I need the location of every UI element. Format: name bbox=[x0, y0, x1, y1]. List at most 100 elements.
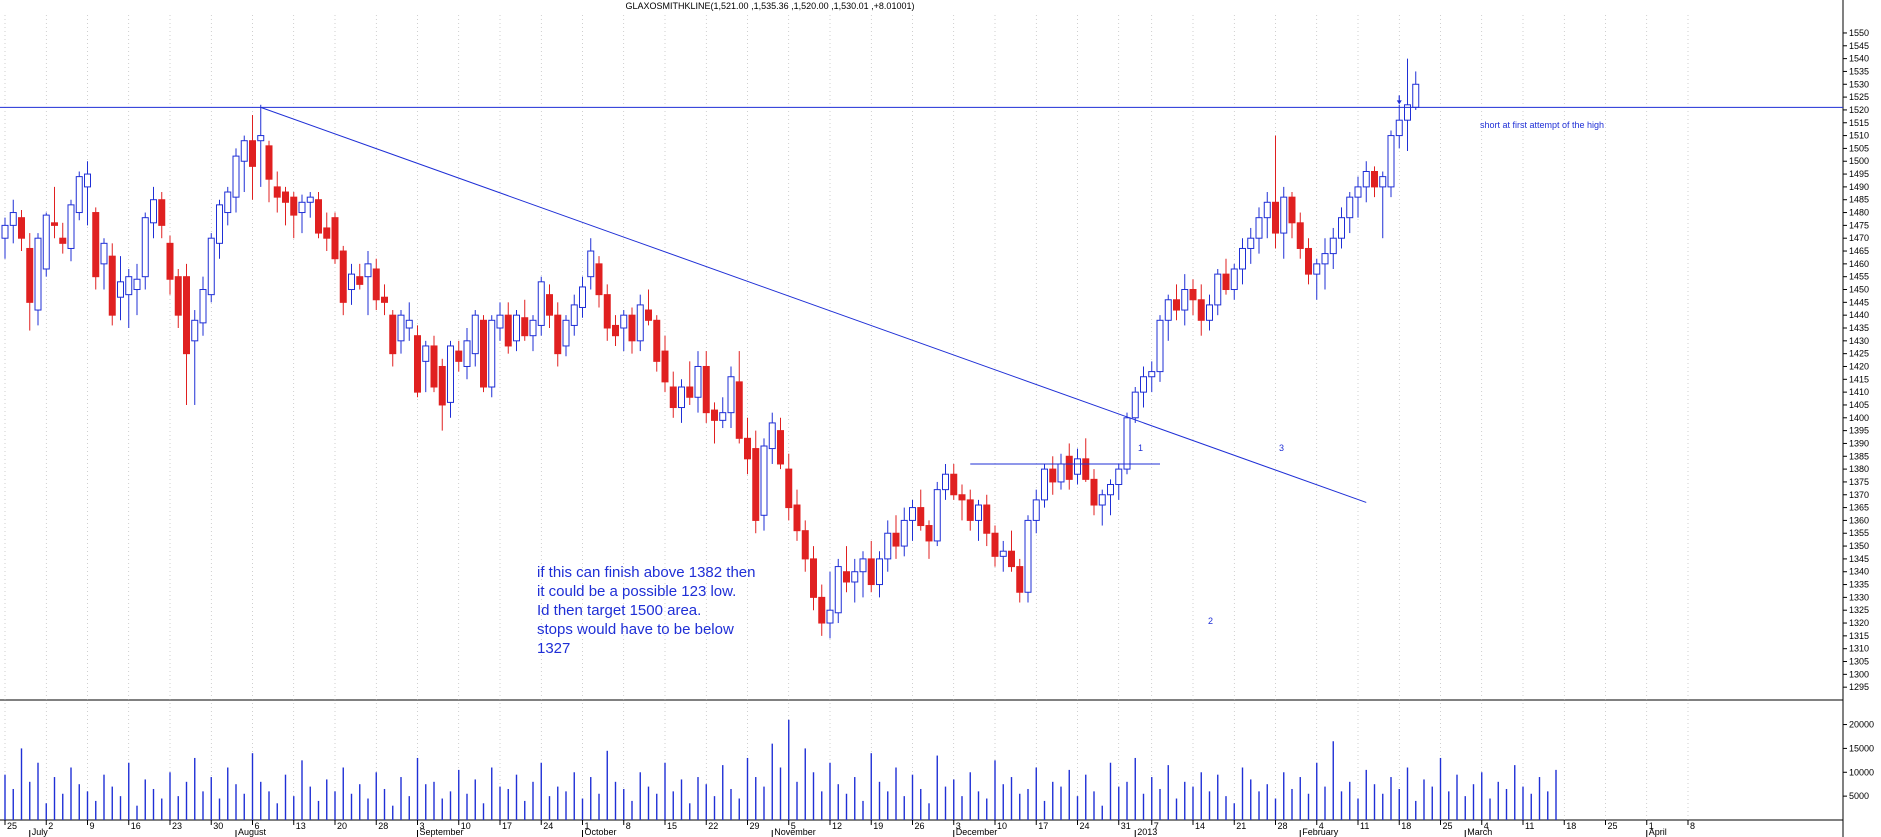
candle bbox=[620, 310, 628, 352]
candle-body bbox=[653, 319, 661, 362]
candle bbox=[1362, 161, 1370, 203]
price-tick-label: 1505 bbox=[1849, 143, 1869, 153]
candle-body bbox=[991, 532, 999, 557]
candle bbox=[513, 310, 520, 352]
candle-body bbox=[843, 571, 850, 583]
price-tick-label: 1530 bbox=[1849, 79, 1869, 89]
candle-body bbox=[752, 448, 760, 521]
candle bbox=[942, 463, 949, 500]
candle-body bbox=[612, 324, 619, 337]
candle-body bbox=[1131, 391, 1139, 419]
candle-body bbox=[18, 217, 25, 239]
candle-body bbox=[414, 335, 421, 393]
candle-body bbox=[108, 255, 116, 316]
candle bbox=[752, 430, 760, 534]
candle-body bbox=[306, 196, 314, 203]
date-tick-label: 2 bbox=[48, 821, 53, 831]
candle bbox=[933, 481, 941, 547]
date-tick-label: 6 bbox=[255, 821, 260, 831]
candle bbox=[793, 489, 801, 541]
date-tick-label: 19 bbox=[873, 821, 883, 831]
candle bbox=[595, 256, 603, 308]
candle bbox=[273, 171, 281, 213]
candle-body bbox=[1049, 468, 1057, 483]
price-tick-label: 1315 bbox=[1849, 631, 1869, 641]
price-tick-label: 1415 bbox=[1849, 374, 1869, 384]
candle bbox=[26, 233, 34, 331]
candle bbox=[1123, 412, 1131, 475]
candle-body bbox=[1263, 201, 1271, 219]
candle bbox=[777, 417, 784, 470]
candle-body bbox=[942, 473, 949, 491]
candle-body bbox=[141, 217, 149, 278]
candle bbox=[356, 263, 364, 290]
candle-body bbox=[1107, 483, 1114, 496]
price-tick-label: 1470 bbox=[1849, 233, 1869, 243]
candle-body bbox=[133, 278, 141, 291]
date-tick-label: 15 bbox=[667, 821, 677, 831]
candle-body bbox=[75, 176, 83, 214]
month-label: August bbox=[238, 827, 267, 837]
candle-body bbox=[199, 289, 207, 324]
candle-body bbox=[290, 196, 298, 216]
candle-body bbox=[480, 319, 487, 388]
price-tick-label: 1335 bbox=[1849, 580, 1869, 590]
candle bbox=[249, 115, 256, 200]
candle bbox=[1107, 479, 1114, 516]
candle-body bbox=[364, 263, 372, 278]
candle bbox=[876, 551, 883, 598]
candle bbox=[1280, 186, 1288, 259]
price-tick-label: 1550 bbox=[1849, 28, 1869, 38]
candle-body bbox=[356, 276, 364, 285]
candle bbox=[958, 484, 966, 521]
candle-body bbox=[422, 345, 430, 362]
point-label-3: 3 bbox=[1279, 443, 1284, 453]
price-tick-label: 1520 bbox=[1849, 105, 1869, 115]
candle-body bbox=[950, 473, 958, 496]
candle-body bbox=[719, 412, 727, 421]
candle bbox=[562, 315, 570, 357]
candle bbox=[834, 558, 842, 624]
candle-body bbox=[1156, 319, 1164, 373]
point-label-1: 1 bbox=[1138, 443, 1143, 453]
candle bbox=[1041, 463, 1048, 508]
price-tick-label: 1390 bbox=[1849, 438, 1869, 448]
candle bbox=[1379, 171, 1387, 239]
candle bbox=[1164, 294, 1172, 341]
price-tick-label: 1365 bbox=[1849, 503, 1869, 513]
candle bbox=[999, 540, 1007, 572]
note-short-first-attempt: short at first attempt of the high bbox=[1480, 120, 1604, 130]
note-line-4: stops would have to be below bbox=[537, 621, 734, 638]
candle bbox=[488, 315, 496, 398]
candle-body bbox=[323, 227, 331, 239]
date-tick-label: 28 bbox=[1278, 821, 1288, 831]
candle-body bbox=[826, 609, 834, 624]
candle bbox=[1008, 530, 1015, 572]
candle bbox=[240, 135, 248, 193]
candle bbox=[42, 212, 50, 277]
candle bbox=[1255, 207, 1263, 254]
candle bbox=[232, 148, 240, 213]
candle bbox=[59, 222, 67, 254]
candle bbox=[207, 233, 215, 303]
candle-body bbox=[1379, 176, 1387, 188]
candle bbox=[628, 307, 636, 354]
price-tick-label: 1445 bbox=[1849, 297, 1869, 307]
candle bbox=[282, 186, 289, 226]
candle bbox=[397, 310, 405, 354]
candle bbox=[603, 284, 611, 341]
candle-body bbox=[760, 445, 768, 516]
annotation-layer: if this can finish above 1382 then it co… bbox=[0, 95, 1843, 657]
candle-body bbox=[9, 212, 17, 226]
candle bbox=[117, 256, 124, 321]
candle-body bbox=[975, 504, 982, 521]
candle bbox=[174, 268, 182, 328]
candle bbox=[785, 453, 793, 521]
candle bbox=[653, 315, 661, 372]
candle bbox=[1263, 192, 1271, 239]
candle bbox=[1074, 448, 1081, 485]
candle-body bbox=[1024, 519, 1032, 593]
candle bbox=[75, 171, 83, 221]
candle bbox=[686, 361, 694, 405]
